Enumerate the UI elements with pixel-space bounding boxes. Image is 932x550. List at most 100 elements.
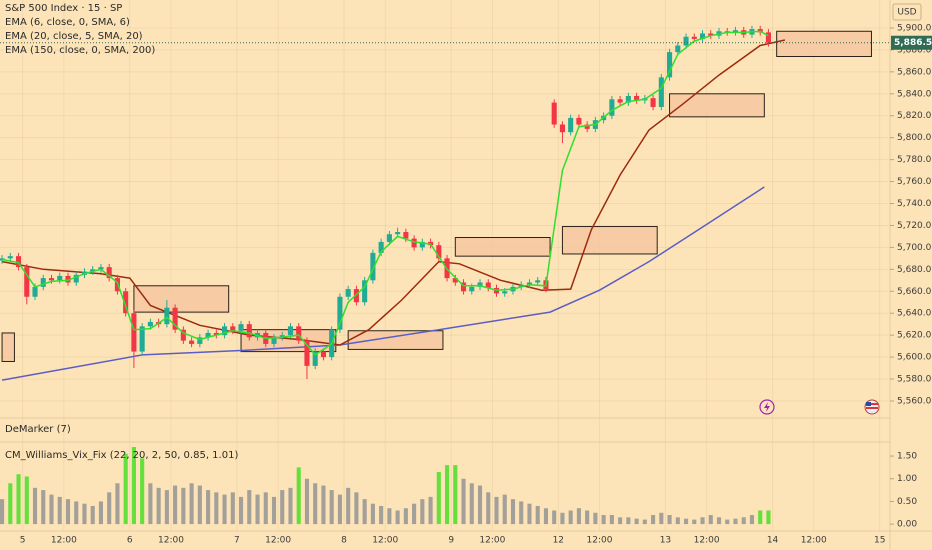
candle-body xyxy=(658,77,664,107)
indicator-bar xyxy=(0,499,5,525)
indicator-bar xyxy=(552,510,557,525)
currency[interactable]: USD xyxy=(897,8,916,18)
indicator-bar xyxy=(131,446,136,525)
candle-body xyxy=(625,95,631,103)
x-tick-label: 12:00 xyxy=(801,536,827,546)
indicator-bar xyxy=(222,494,227,525)
indicator-bar xyxy=(41,490,46,525)
indicator-bar xyxy=(436,471,441,525)
indicator-bar xyxy=(708,515,713,525)
indicator-bar xyxy=(82,503,87,525)
indicator-bar xyxy=(651,515,656,525)
indicator-bar xyxy=(403,508,408,525)
candle-body xyxy=(304,340,310,366)
candle-body xyxy=(238,324,244,331)
y-tick-label: 1.50 xyxy=(897,452,917,462)
indicator-bar xyxy=(420,499,425,525)
candle-body xyxy=(164,307,170,325)
indicator-title[interactable]: CM_Williams_Vix_Fix (22, 20, 2, 50, 0.85… xyxy=(5,450,238,461)
candle-body xyxy=(502,291,508,294)
indicator-title[interactable]: DeMarker (7) xyxy=(5,424,71,435)
candle-body xyxy=(180,329,186,341)
indicator-bar xyxy=(461,478,466,525)
indicator-bar xyxy=(57,496,62,525)
indicator-bar xyxy=(692,519,697,525)
y-tick-label: 0.00 xyxy=(897,520,917,530)
x-tick-label: 14 xyxy=(767,536,779,546)
indicator-bar xyxy=(428,496,433,525)
indicator-bar xyxy=(8,483,13,525)
indicator-bar xyxy=(667,515,672,525)
indicator-bar xyxy=(543,508,549,525)
candle-body xyxy=(362,280,368,303)
candle-body xyxy=(584,124,590,129)
indicator-bar xyxy=(123,453,128,525)
candle-body xyxy=(568,117,574,133)
candle-body xyxy=(15,256,22,268)
candle-body xyxy=(271,337,277,344)
candle-body xyxy=(98,267,104,270)
ema-line xyxy=(1,30,769,356)
indicator-bar xyxy=(379,505,384,525)
y-tick-label: 5,580.00 xyxy=(897,375,932,385)
indicator-bar xyxy=(683,518,689,525)
legend-entry[interactable]: EMA (6, close, 0, SMA, 6) xyxy=(5,17,130,28)
indicator-bar xyxy=(733,518,738,525)
y-tick-label: 5,660.00 xyxy=(897,287,932,297)
symbol-title[interactable]: S&P 500 Index · 15 · SP xyxy=(5,3,122,14)
indicator-bar xyxy=(494,496,499,525)
indicator-bar xyxy=(329,490,334,525)
indicator-bar xyxy=(255,494,260,525)
indicator-bar xyxy=(337,494,342,525)
candle-body xyxy=(296,326,302,341)
x-tick-label: 12:00 xyxy=(694,536,720,546)
indicator-bar xyxy=(181,487,186,525)
last-price-label: 5,886.54 xyxy=(894,38,932,48)
flag-stripe xyxy=(866,407,878,409)
indicator-bar xyxy=(148,483,153,525)
y-tick-label: 5,600.00 xyxy=(897,353,932,363)
candle-body xyxy=(24,267,30,297)
legend-entry[interactable]: EMA (150, close, 0, SMA, 200) xyxy=(5,45,155,56)
indicator-bar xyxy=(362,499,367,525)
indicator-bar xyxy=(618,517,623,525)
indicator-bar xyxy=(659,512,664,525)
y-tick-label: 5,820.00 xyxy=(897,111,932,121)
indicator-bar xyxy=(560,512,565,525)
price-zone xyxy=(133,285,230,313)
candle-body xyxy=(312,351,318,366)
x-tick-label: 12:00 xyxy=(479,536,505,546)
indicator-bar xyxy=(16,474,21,525)
candle-body xyxy=(419,241,425,248)
y-tick-label: 1.00 xyxy=(897,474,917,484)
y-tick-label: 5,760.00 xyxy=(897,177,932,187)
candle-body xyxy=(675,45,681,53)
indicator-bar xyxy=(65,499,71,525)
indicator-bar xyxy=(486,492,491,525)
candle-body xyxy=(518,284,524,287)
currency-button[interactable] xyxy=(892,3,922,21)
candle-body xyxy=(452,278,458,283)
session-icon[interactable] xyxy=(759,399,775,415)
candle-body xyxy=(90,269,96,272)
indicator-bar xyxy=(585,510,590,525)
x-tick-label: 8 xyxy=(341,536,347,546)
last-price-box xyxy=(891,35,932,50)
y-tick-label: 5,800.00 xyxy=(897,133,932,143)
indicator-bar xyxy=(189,483,194,525)
indicator-bar xyxy=(140,458,145,525)
indicator-bar xyxy=(24,476,29,525)
candle-body xyxy=(683,36,689,46)
y-tick-label: 5,900.00 xyxy=(897,23,932,33)
candle-body xyxy=(650,98,656,107)
flag-icon[interactable] xyxy=(864,399,880,415)
plot-area xyxy=(0,25,890,525)
candle-body xyxy=(205,332,211,338)
indicator-bar xyxy=(477,485,483,525)
candle-body xyxy=(609,99,615,116)
indicator-bar xyxy=(716,517,722,525)
indicator-bar xyxy=(675,517,680,525)
indicator-bar xyxy=(519,501,524,525)
legend-entry[interactable]: EMA (20, close, 5, SMA, 20) xyxy=(5,31,143,42)
candle-body xyxy=(732,30,739,33)
